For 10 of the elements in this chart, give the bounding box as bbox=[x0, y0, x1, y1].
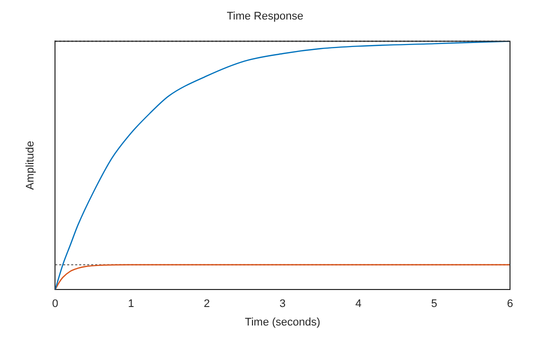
y-axis-title: Amplitude bbox=[24, 140, 37, 190]
x-axis-title: Time (seconds) bbox=[244, 316, 320, 328]
x-tick-label: 1 bbox=[128, 298, 134, 310]
x-tick-label: 6 bbox=[506, 298, 514, 310]
x-tick-label: 0 bbox=[52, 298, 58, 310]
x-tick-label: 4 bbox=[355, 298, 362, 310]
x-tick-label: 5 bbox=[431, 298, 438, 310]
chart-title: Time Response bbox=[226, 10, 304, 23]
x-tick-label: 3 bbox=[280, 298, 286, 310]
x-tick-label: 2 bbox=[204, 298, 210, 310]
